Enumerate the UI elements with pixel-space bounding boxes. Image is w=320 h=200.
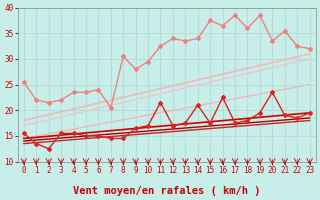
X-axis label: Vent moyen/en rafales ( km/h ): Vent moyen/en rafales ( km/h ) xyxy=(73,186,260,196)
